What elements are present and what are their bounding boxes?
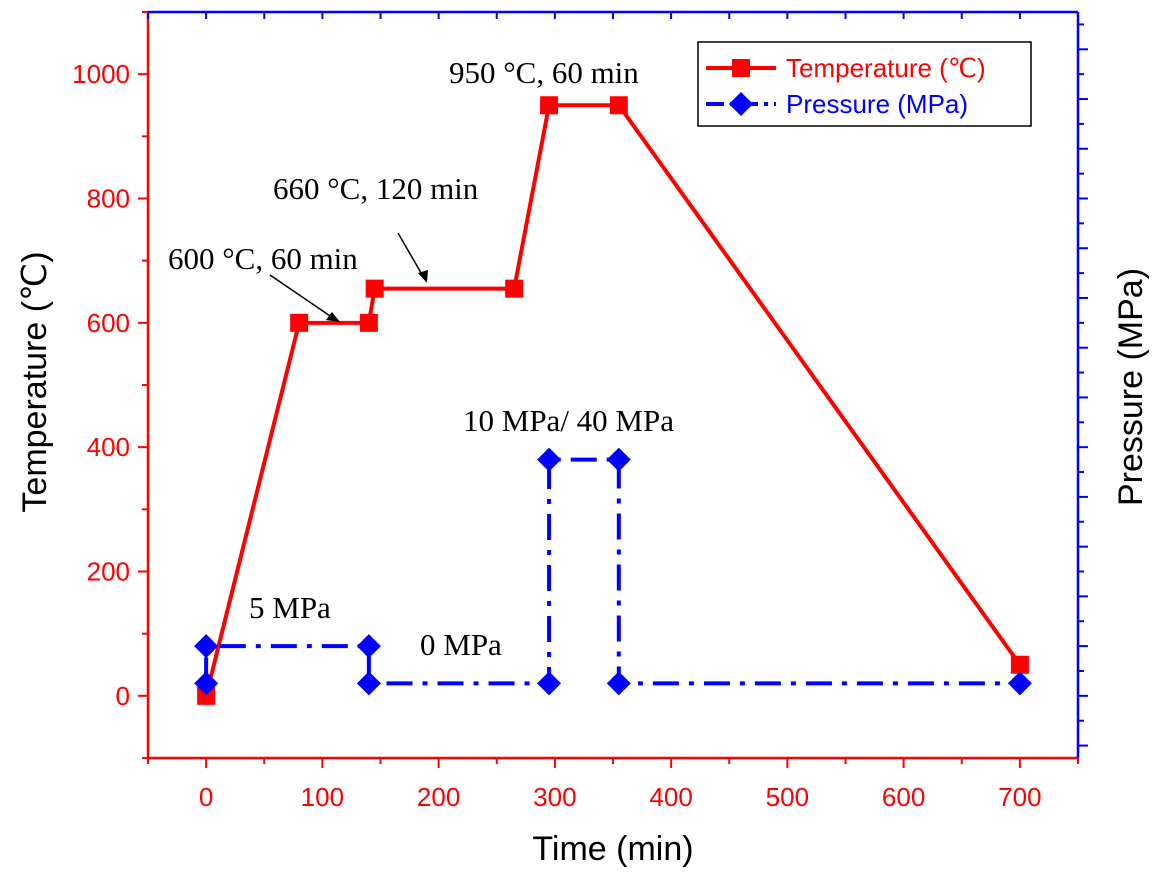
annotation-arrowhead: [418, 270, 428, 283]
legend-box: [697, 41, 1032, 127]
pressure-point: [537, 671, 562, 696]
x-tick-label: 100: [301, 782, 344, 812]
temperature-point: [1010, 655, 1029, 674]
y-axis-left-title: Temperature (℃): [16, 251, 54, 512]
temperature-point: [609, 96, 628, 115]
y-left-tick-label: 600: [87, 308, 130, 338]
annotation-arrow: [269, 274, 337, 321]
x-axis-title: Time (min): [532, 830, 693, 868]
temperature-point: [540, 96, 559, 115]
legend-label: Pressure (MPa): [786, 89, 968, 119]
temperature-point: [365, 279, 384, 298]
temperature-point: [505, 279, 524, 298]
annotation-arrow: [397, 232, 425, 279]
pressure-point: [356, 634, 381, 659]
x-tick-label: 700: [998, 782, 1041, 812]
y-left-tick-label: 1000: [72, 59, 130, 89]
annotation-arrowhead: [326, 312, 340, 322]
annotation-label: 5 MPa: [249, 590, 331, 625]
pressure-point: [356, 671, 381, 696]
pressure-point: [606, 671, 631, 696]
annotation-label: 10 MPa/ 40 MPa: [463, 403, 674, 438]
y-left-tick-label: 200: [87, 557, 130, 587]
temperature-point: [197, 686, 216, 705]
legend-label: Temperature (℃): [786, 53, 986, 83]
legend-marker: [732, 59, 750, 77]
pressure-point: [194, 634, 219, 659]
annotation-label: 950 °C, 60 min: [449, 55, 639, 90]
x-tick-label: 200: [417, 782, 460, 812]
y-axis-right-title: Pressure (MPa): [1112, 268, 1150, 506]
x-tick-label: 600: [882, 782, 925, 812]
x-tick-label: 300: [533, 782, 576, 812]
pressure-point: [194, 671, 219, 696]
annotation-label: 600 °C, 60 min: [168, 241, 358, 276]
pressure-point: [537, 447, 562, 472]
temperature-line: [204, 103, 1022, 697]
pressure-point: [1007, 671, 1032, 696]
temperature-point: [290, 313, 309, 332]
pressure-point: [606, 447, 631, 472]
x-tick-label: 400: [649, 782, 692, 812]
x-tick-label: 500: [766, 782, 809, 812]
annotation-label: 0 MPa: [420, 627, 502, 662]
legend-marker: [729, 92, 753, 116]
x-tick-label: 0: [199, 782, 213, 812]
annotation-label: 660 °C, 120 min: [273, 171, 479, 206]
temperature-point: [359, 313, 378, 332]
y-left-tick-label: 400: [87, 432, 130, 462]
y-left-tick-label: 0: [116, 681, 130, 711]
y-left-tick-label: 800: [87, 184, 130, 214]
